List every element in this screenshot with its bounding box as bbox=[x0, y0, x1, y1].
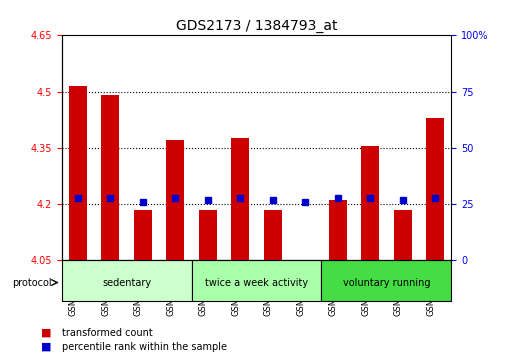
Bar bbox=[199, 210, 216, 260]
Text: ■: ■ bbox=[41, 342, 51, 352]
FancyBboxPatch shape bbox=[62, 260, 191, 301]
Bar bbox=[264, 210, 282, 260]
Bar bbox=[361, 146, 379, 260]
Text: percentile rank within the sample: percentile rank within the sample bbox=[62, 342, 227, 352]
Bar bbox=[297, 260, 314, 262]
Text: sedentary: sedentary bbox=[102, 278, 151, 287]
Bar bbox=[231, 138, 249, 260]
Text: ■: ■ bbox=[41, 328, 51, 338]
Bar bbox=[102, 95, 119, 260]
Bar bbox=[329, 200, 347, 260]
Text: twice a week activity: twice a week activity bbox=[205, 278, 308, 287]
Title: GDS2173 / 1384793_at: GDS2173 / 1384793_at bbox=[176, 19, 337, 33]
Text: protocol: protocol bbox=[12, 278, 52, 287]
FancyBboxPatch shape bbox=[322, 260, 451, 301]
Bar bbox=[426, 118, 444, 260]
FancyBboxPatch shape bbox=[191, 260, 322, 301]
Bar bbox=[134, 210, 152, 260]
Text: transformed count: transformed count bbox=[62, 328, 152, 338]
Bar bbox=[394, 210, 411, 260]
Bar bbox=[166, 140, 184, 260]
Bar bbox=[69, 86, 87, 260]
Text: voluntary running: voluntary running bbox=[343, 278, 430, 287]
